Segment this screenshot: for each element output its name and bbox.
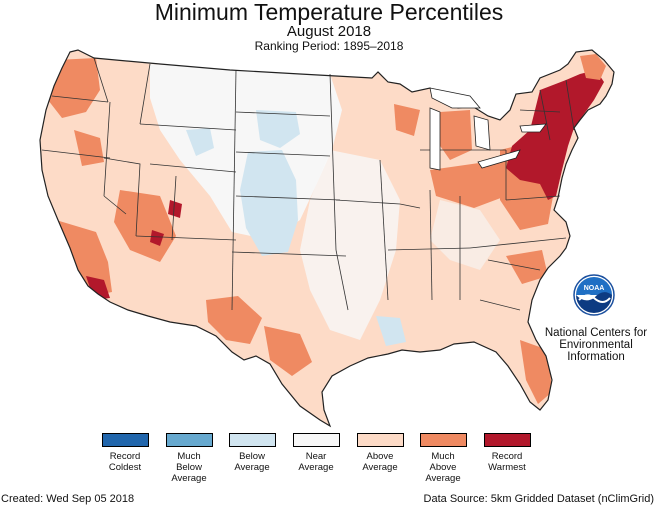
map-title: Minimum Temperature Percentiles — [154, 0, 504, 25]
legend-item-much-below-average: Much Below Average — [161, 433, 217, 484]
legend-item-record-coldest: Record Coldest — [97, 433, 153, 473]
legend-swatch — [292, 433, 340, 447]
org-line-2: Environmental — [559, 339, 633, 351]
noaa-logo: NOAA — [573, 274, 615, 316]
noaa-logo-text: NOAA — [584, 285, 605, 292]
legend-item-near-average: Near Average — [288, 433, 344, 473]
legend-label: Record Coldest — [108, 451, 142, 473]
legend-swatch — [356, 433, 404, 447]
org-line-3: Information — [567, 351, 625, 363]
org-line-1: National Centers for — [544, 327, 648, 339]
legend-swatch — [228, 433, 276, 447]
legend-label: Much Above Average — [425, 451, 461, 484]
legend-item-record-warmest: Record Warmest — [479, 433, 535, 473]
data-source: Data Source: 5km Gridded Dataset (nClimG… — [423, 493, 654, 505]
legend-label: Much Below Average — [171, 451, 207, 484]
created-date: Created: Wed Sep 05 2018 — [1, 493, 135, 505]
ranking-period: Ranking Period: 1895–2018 — [254, 39, 404, 53]
map-subtitle: August 2018 — [286, 23, 372, 40]
legend-swatch — [165, 433, 213, 447]
legend-swatch — [101, 433, 149, 447]
legend-label: Near Average — [298, 451, 334, 473]
legend-item-below-average: Below Average — [224, 433, 280, 473]
legend-label: Below Average — [234, 451, 270, 473]
legend-label: Above Average — [362, 451, 398, 473]
legend-swatch — [483, 433, 531, 447]
legend-item-above-average: Above Average — [352, 433, 408, 473]
legend: Record Coldest Much Below Average Below … — [97, 433, 537, 493]
org-name: National Centers for Environmental Infor… — [540, 327, 652, 363]
legend-swatch — [419, 433, 467, 447]
legend-item-much-above-average: Much Above Average — [415, 433, 471, 484]
legend-label: Record Warmest — [488, 451, 526, 473]
us-map — [39, 49, 615, 427]
